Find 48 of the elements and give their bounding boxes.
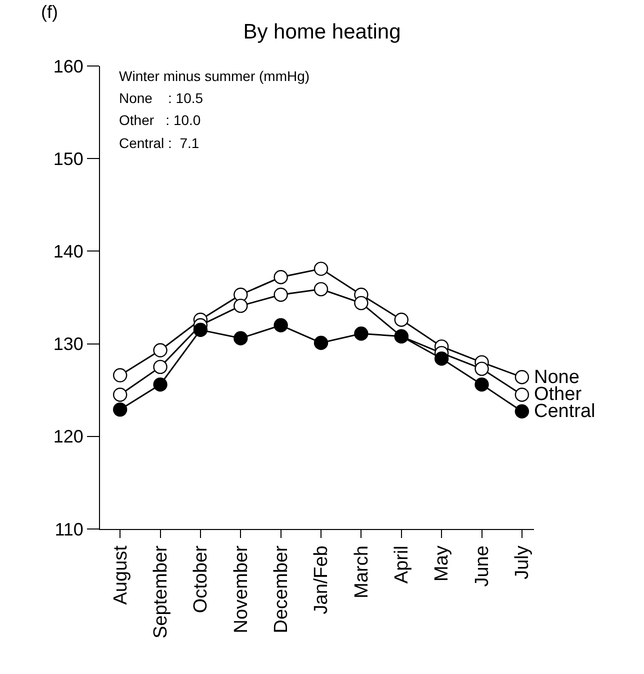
y-tick-label: 120 [53,426,84,447]
annotation: Central : 7.1 [119,135,200,151]
x-tick-label: August [110,544,132,605]
x-tick-label: July [512,545,534,580]
point [274,318,288,332]
point [314,282,328,296]
point [354,326,368,341]
point [514,388,530,402]
point [274,288,288,302]
point [434,352,449,366]
point [314,336,328,350]
chart-title: By home heating [243,20,401,44]
point [474,362,489,376]
annotation: Winter minus summer (mmHg) [119,68,310,84]
point [112,402,128,417]
point [153,377,168,392]
y-tick-label: 110 [54,519,84,540]
x-tick-label: December [271,544,292,634]
point [514,370,530,384]
point [234,288,248,302]
point [394,312,408,327]
annotation: Other : 10.0 [119,112,201,128]
annotation: None : 10.5 [119,90,204,106]
point [314,262,328,276]
y-tick-label: 140 [53,242,84,262]
x-tick-label: April [392,546,413,584]
x-tick-label: November [230,544,252,634]
point [234,298,248,313]
point [474,377,489,392]
text: (f) [41,2,58,22]
point [112,388,128,402]
point [514,404,530,418]
y-tick-label: 150 [53,148,84,169]
x-tick-label: Jan/Feb [311,546,332,614]
x-tick-label: June [472,546,493,587]
y-tick-label: 130 [53,334,84,354]
point [112,368,128,382]
point [193,322,208,338]
point [354,296,368,310]
point [234,331,248,346]
point [153,343,168,358]
x-tick-label: October [190,544,212,614]
x-tick-label: March [351,546,372,598]
x-tick-label: September [150,544,172,639]
y-tick-label: 160 [53,56,84,76]
point [153,360,168,374]
x-tick-label: May [432,545,453,582]
point [274,270,288,284]
